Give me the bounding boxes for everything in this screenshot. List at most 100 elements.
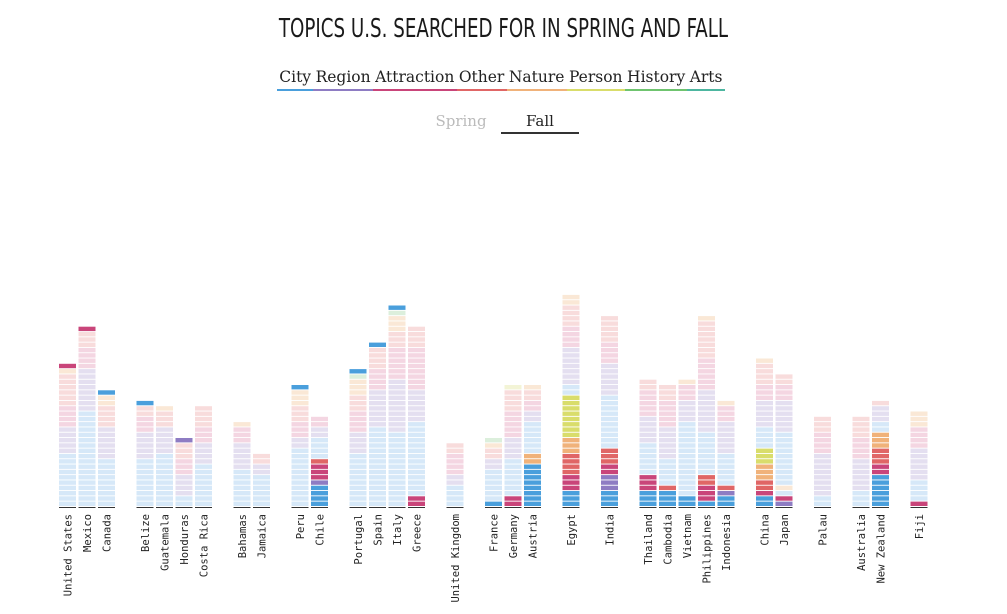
bar-cell-spain-24[interactable] <box>369 374 386 379</box>
bar-cell-new-zealand-4[interactable] <box>872 480 889 485</box>
bar-cell-united-states-18[interactable] <box>59 406 76 411</box>
bar-cell-spain-17[interactable] <box>369 411 386 416</box>
bar-cell-costa-rica-16[interactable] <box>195 416 212 422</box>
bar-cell-indonesia-16[interactable] <box>717 416 735 422</box>
bar-cell-cambodia-3[interactable] <box>659 485 676 491</box>
bar-cell-honduras-8[interactable] <box>175 459 193 464</box>
bar-cell-italy-10[interactable] <box>388 448 406 453</box>
bar-cell-vietnam-6[interactable] <box>678 469 696 475</box>
bar-cell-guatemala-7[interactable] <box>156 464 173 469</box>
bar-cell-canada-13[interactable] <box>98 432 115 438</box>
bar-cell-portugal-0[interactable] <box>349 501 367 506</box>
bar-cell-france-7[interactable] <box>485 464 502 469</box>
bar-cell-japan-21[interactable] <box>775 390 793 395</box>
bar-cell-japan-6[interactable] <box>775 469 793 475</box>
bar-cell-philippines-30[interactable] <box>698 342 715 347</box>
bar-cell-japan-14[interactable] <box>775 427 793 432</box>
bar-cell-greece-6[interactable] <box>408 469 425 475</box>
bar-cell-guatemala-2[interactable] <box>156 491 173 496</box>
bar-cell-united-kingdom-4[interactable] <box>446 480 464 485</box>
bar-cell-austria-8[interactable] <box>524 459 541 464</box>
bar-cell-costa-rica-11[interactable] <box>195 443 212 448</box>
bar-cell-egypt-32[interactable] <box>562 332 580 337</box>
bar-cell-cambodia-4[interactable] <box>659 480 676 485</box>
bar-cell-italy-11[interactable] <box>388 443 406 448</box>
bar-cell-fiji-14[interactable] <box>910 427 928 432</box>
bar-cell-spain-27[interactable] <box>369 358 386 363</box>
bar-cell-philippines-16[interactable] <box>698 416 715 422</box>
bar-cell-japan-17[interactable] <box>775 411 793 416</box>
bar-cell-mexico-2[interactable] <box>78 491 96 496</box>
bar-cell-egypt-22[interactable] <box>562 385 580 390</box>
bar-cell-egypt-39[interactable] <box>562 294 580 300</box>
bar-cell-bahamas-2[interactable] <box>233 491 251 496</box>
bar-cell-vietnam-10[interactable] <box>678 448 696 453</box>
bar-cell-philippines-21[interactable] <box>698 390 715 395</box>
bar-cell-belize-7[interactable] <box>136 464 154 469</box>
nav-item-history[interactable]: History <box>624 67 688 91</box>
bar-cell-honduras-6[interactable] <box>175 469 193 475</box>
bar-cell-fiji-9[interactable] <box>910 453 928 459</box>
bar-cell-canada-0[interactable] <box>98 501 115 506</box>
bar-cell-canada-12[interactable] <box>98 438 115 443</box>
bar-cell-india-7[interactable] <box>601 464 618 469</box>
bar-cell-belize-6[interactable] <box>136 469 154 475</box>
bar-cell-philippines-34[interactable] <box>698 321 715 326</box>
bar-cell-bahamas-0[interactable] <box>233 501 251 506</box>
bar-cell-austria-15[interactable] <box>524 422 541 427</box>
bar-cell-mexico-16[interactable] <box>78 416 96 422</box>
bar-cell-peru-1[interactable] <box>291 496 309 501</box>
bar-cell-greece-3[interactable] <box>408 485 425 491</box>
bar-cell-india-15[interactable] <box>601 422 618 427</box>
bar-cell-egypt-14[interactable] <box>562 427 580 432</box>
bar-cell-palau-2[interactable] <box>814 491 831 496</box>
bar-cell-guatemala-14[interactable] <box>156 427 173 432</box>
bar-cell-portugal-24[interactable] <box>349 374 367 379</box>
bar-cell-palau-14[interactable] <box>814 427 831 432</box>
bar-cell-italy-14[interactable] <box>388 427 406 432</box>
bar-cell-new-zealand-11[interactable] <box>872 443 889 448</box>
bar-cell-new-zealand-14[interactable] <box>872 427 889 432</box>
bar-cell-portugal-4[interactable] <box>349 480 367 485</box>
bar-cell-greece-4[interactable] <box>408 480 425 485</box>
bar-cell-peru-9[interactable] <box>291 453 309 459</box>
bar-cell-philippines-25[interactable] <box>698 369 715 374</box>
bar-cell-japan-22[interactable] <box>775 385 793 390</box>
bar-cell-jamaica-6[interactable] <box>253 469 270 475</box>
bar-cell-bahamas-15[interactable] <box>233 422 251 427</box>
bar-cell-spain-6[interactable] <box>369 469 386 475</box>
bar-cell-france-4[interactable] <box>485 480 502 485</box>
bar-cell-italy-32[interactable] <box>388 332 406 337</box>
bar-cell-bahamas-3[interactable] <box>233 485 251 491</box>
bar-cell-palau-3[interactable] <box>814 485 831 491</box>
bar-cell-austria-1[interactable] <box>524 496 541 501</box>
bar-cell-austria-19[interactable] <box>524 400 541 406</box>
bar-cell-canada-2[interactable] <box>98 491 115 496</box>
bar-cell-united-states-7[interactable] <box>59 464 76 469</box>
bar-cell-mexico-28[interactable] <box>78 353 96 358</box>
bar-cell-peru-0[interactable] <box>291 501 309 506</box>
bar-cell-belize-5[interactable] <box>136 475 154 480</box>
bar-cell-peru-7[interactable] <box>291 464 309 469</box>
bar-cell-france-10[interactable] <box>485 448 502 453</box>
bar-cell-egypt-5[interactable] <box>562 475 580 480</box>
bar-cell-italy-19[interactable] <box>388 400 406 406</box>
bar-cell-china-14[interactable] <box>756 427 773 432</box>
bar-cell-cambodia-1[interactable] <box>659 496 676 501</box>
bar-cell-indonesia-15[interactable] <box>717 422 735 427</box>
tab-spring[interactable]: Spring <box>435 112 487 130</box>
bar-cell-italy-17[interactable] <box>388 411 406 416</box>
bar-cell-fiji-5[interactable] <box>910 475 928 480</box>
bar-cell-china-18[interactable] <box>756 406 773 411</box>
bar-cell-philippines-10[interactable] <box>698 448 715 453</box>
bar-cell-costa-rica-1[interactable] <box>195 496 212 501</box>
bar-cell-egypt-36[interactable] <box>562 310 580 316</box>
bar-cell-palau-10[interactable] <box>814 448 831 453</box>
bar-cell-cambodia-10[interactable] <box>659 448 676 453</box>
bar-cell-philippines-17[interactable] <box>698 411 715 416</box>
bar-cell-greece-16[interactable] <box>408 416 425 422</box>
bar-cell-china-3[interactable] <box>756 485 773 491</box>
bar-cell-france-1[interactable] <box>485 496 502 501</box>
bar-cell-canada-16[interactable] <box>98 416 115 422</box>
bar-cell-mexico-26[interactable] <box>78 363 96 369</box>
